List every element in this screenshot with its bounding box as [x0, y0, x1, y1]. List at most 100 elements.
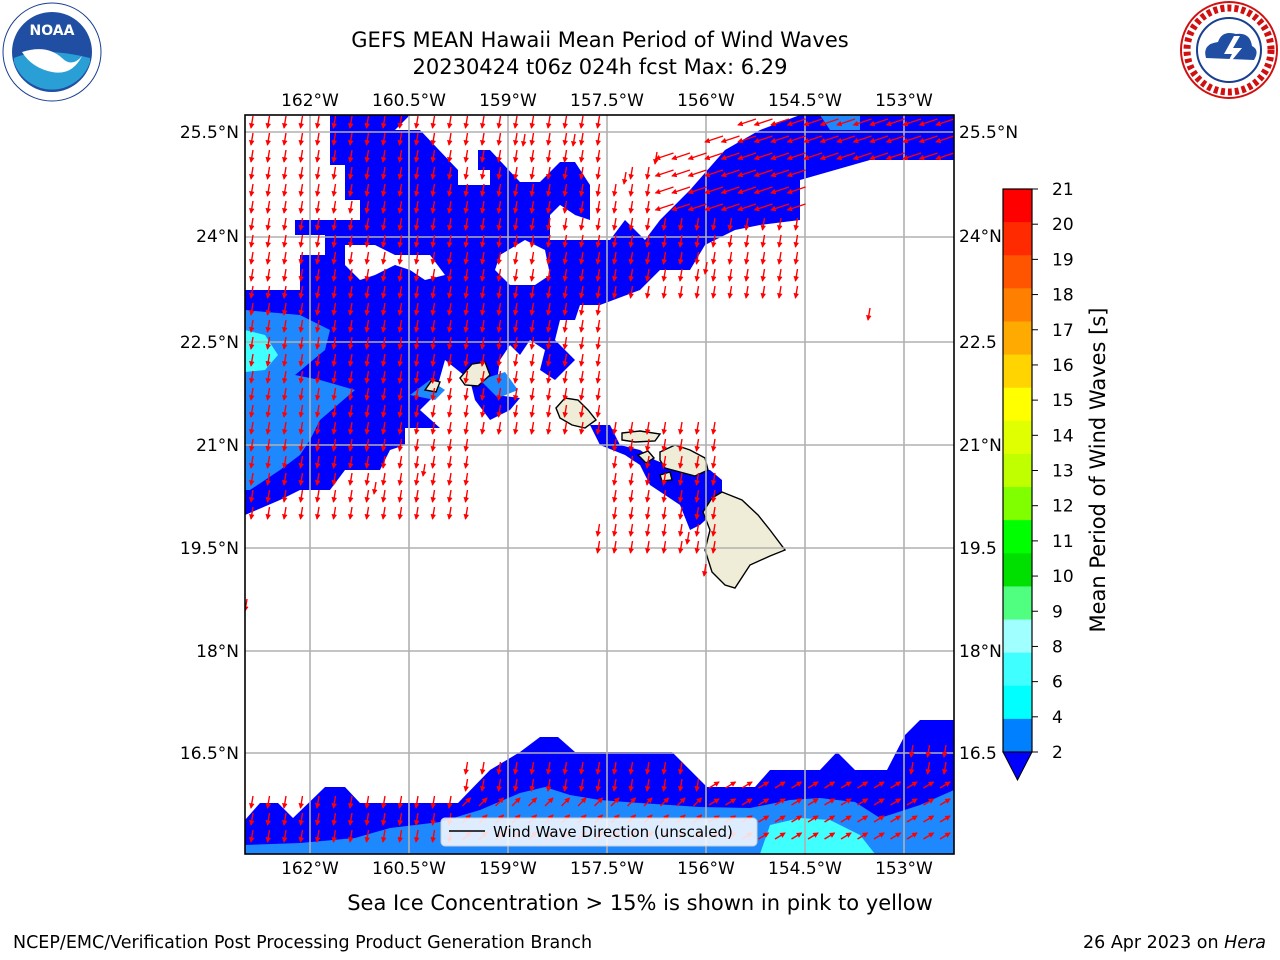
colorbar-swatch: [1003, 453, 1032, 488]
wind-wave-arrow: [529, 761, 536, 775]
wind-wave-arrow: [364, 489, 371, 503]
wind-wave-arrow: [546, 302, 552, 316]
wind-wave-arrow: [496, 387, 503, 401]
wind-wave-arrow: [744, 217, 750, 231]
wind-wave-arrow: [737, 135, 757, 144]
lon-tick-bottom: 154.5°W: [768, 859, 842, 879]
wind-wave-arrow: [496, 200, 503, 214]
wind-wave-arrow: [282, 132, 288, 146]
wind-wave-arrow: [480, 336, 486, 350]
wind-wave-arrow: [298, 353, 305, 367]
wind-wave-arrow: [513, 336, 519, 350]
wind-wave-arrow: [496, 421, 503, 435]
wind-wave-arrow: [612, 217, 618, 231]
wind-wave-arrow: [447, 370, 453, 384]
wind-wave-arrow: [661, 285, 668, 299]
wind-wave-arrow: [546, 778, 552, 792]
wind-wave-arrow: [496, 115, 503, 129]
island-hawaii: [702, 491, 787, 589]
wind-wave-arrow: [711, 540, 717, 554]
wind-wave-arrow: [298, 319, 305, 333]
wind-wave-arrow: [628, 438, 635, 452]
wind-wave-arrow: [331, 268, 338, 282]
wind-wave-arrow: [711, 489, 717, 503]
wind-wave-arrow: [661, 523, 668, 537]
wind-wave-arrow: [480, 251, 486, 265]
wind-wave-arrow: [923, 815, 935, 823]
wind-wave-arrow: [381, 132, 387, 146]
colorbar-tick-label: 15: [1052, 391, 1074, 411]
nws-logo: [1180, 1, 1278, 99]
wind-wave-arrow: [704, 135, 724, 144]
wind-wave-arrow: [612, 778, 618, 792]
wind-wave-arrow: [463, 268, 470, 282]
wind-wave-arrow: [381, 183, 387, 197]
wind-wave-arrow: [447, 387, 453, 401]
wind-wave-arrow: [348, 455, 354, 469]
wind-wave-arrow: [793, 217, 800, 231]
wind-wave-arrow: [496, 370, 503, 384]
wind-wave-arrow: [902, 118, 922, 127]
wind-wave-arrow: [793, 251, 800, 265]
wind-wave-arrow: [661, 268, 668, 282]
wind-wave-arrow: [852, 135, 872, 144]
wind-wave-arrow: [571, 133, 577, 147]
wind-wave-arrow: [744, 268, 750, 282]
wind-wave-arrow: [704, 152, 724, 161]
wind-wave-arrow: [678, 285, 684, 299]
wind-wave-arrow: [298, 302, 305, 316]
lon-tick-bottom: 153°W: [875, 859, 933, 879]
wind-wave-arrow: [397, 319, 404, 333]
lon-tick-top: 159°W: [479, 91, 537, 111]
wind-wave-arrow: [430, 217, 437, 231]
wind-wave-arrow: [381, 795, 387, 809]
wind-wave-arrow: [348, 115, 354, 129]
footer-credit: NCEP/EMC/Verification Post Processing Pr…: [13, 933, 593, 953]
wind-wave-arrow: [249, 149, 255, 163]
wind-wave-arrow: [595, 404, 602, 418]
wind-wave-arrow: [265, 795, 272, 809]
wind-wave-arrow: [753, 186, 773, 195]
wind-wave-arrow: [890, 798, 902, 806]
wind-wave-arrow: [725, 798, 737, 806]
wind-wave-arrow: [546, 217, 552, 231]
wind-wave-arrow: [397, 336, 404, 350]
colorbar-tick-label: 13: [1052, 462, 1074, 482]
wind-wave-arrow: [902, 135, 922, 144]
wind-wave-arrow: [496, 319, 503, 333]
wind-wave-arrow: [661, 506, 668, 520]
wind-wave-arrow: [612, 761, 618, 775]
wind-wave-arrow: [249, 795, 255, 809]
wind-wave-arrow: [463, 404, 470, 418]
wind-wave-arrow: [595, 217, 602, 231]
wind-wave-arrow: [364, 166, 371, 180]
colorbar-swatch: [1003, 685, 1032, 720]
wind-wave-arrow: [364, 812, 371, 826]
wind-wave-arrow: [463, 472, 470, 486]
wind-wave-arrow: [885, 135, 905, 144]
wind-wave-arrow: [364, 217, 371, 231]
wind-wave-arrow: [546, 421, 552, 435]
lat-tick-left: 21°N: [196, 436, 239, 456]
wind-wave-arrow: [546, 132, 552, 146]
wind-wave-arrow: [513, 778, 519, 792]
wind-wave-arrow: [678, 217, 684, 231]
wind-wave-arrow: [463, 285, 470, 299]
wind-wave-arrow: [935, 152, 954, 161]
wind-wave-arrow: [348, 268, 354, 282]
wind-wave-arrow: [513, 234, 519, 248]
wind-wave-arrow: [381, 234, 387, 248]
wind-wave-arrow: [513, 183, 519, 197]
wind-wave-arrow: [348, 285, 354, 299]
wind-wave-arrow: [577, 797, 587, 807]
wind-wave-arrow: [447, 795, 453, 809]
wind-wave-arrow: [397, 472, 404, 486]
wind-wave-arrow: [595, 336, 602, 350]
wind-wave-arrow: [364, 336, 371, 350]
wind-wave-arrow: [774, 798, 786, 806]
wind-wave-arrow: [628, 251, 635, 265]
wind-wave-arrow: [447, 472, 453, 486]
wind-wave-arrow: [661, 540, 668, 554]
wind-wave-arrow: [594, 797, 604, 807]
wind-wave-arrow: [612, 200, 618, 214]
